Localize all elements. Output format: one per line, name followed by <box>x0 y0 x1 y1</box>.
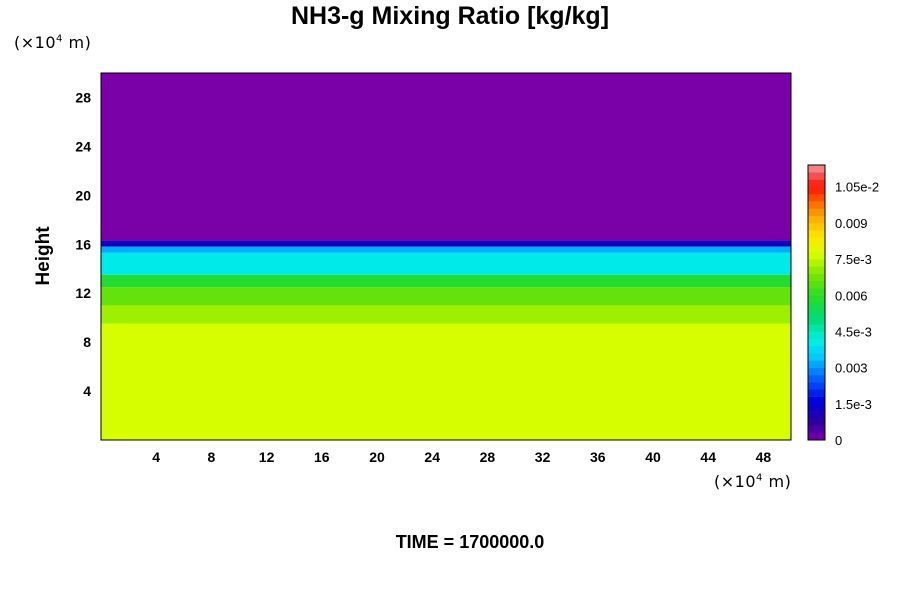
colorbar-tick-label: 4.5e-3 <box>835 324 872 339</box>
x-tick-label: 40 <box>645 449 661 465</box>
chart-title: NH3-g Mixing Ratio [kg/kg] <box>290 2 610 30</box>
x-tick-label: 16 <box>314 449 330 465</box>
colorbar-tick-label: 0.003 <box>835 361 868 376</box>
y-tick-label: 8 <box>83 334 91 350</box>
colorbar-segment <box>808 411 825 419</box>
colorbar-segment <box>808 273 825 282</box>
colorbar-segment <box>808 331 825 339</box>
colorbar-segment <box>808 295 825 303</box>
colorbar-tick-label: 0.009 <box>835 216 868 231</box>
y-tick-label: 28 <box>75 89 91 105</box>
colorbar-segment <box>808 208 825 216</box>
colorbar-segment <box>808 230 825 238</box>
x-tick-label: 20 <box>369 449 385 465</box>
colorbar-segment <box>808 418 825 426</box>
y-tick-label: 4 <box>83 383 91 399</box>
colorbar-tick-label: 7.5e-3 <box>835 252 872 267</box>
colorbar-segment <box>808 353 825 361</box>
colorbar-segment <box>808 215 825 224</box>
colorbar-segment <box>808 237 825 245</box>
colorbar-segment <box>808 201 825 209</box>
x-axis-unit: (×104 m) <box>714 472 792 491</box>
colorbar-segment <box>808 251 825 260</box>
x-tick-label: 8 <box>208 449 216 465</box>
colorbar-segment <box>808 193 825 202</box>
x-tick-label: 44 <box>700 449 716 465</box>
colorbar-frame <box>807 164 826 441</box>
colorbar-segment <box>808 396 825 405</box>
colorbar-segment <box>808 432 825 441</box>
colorbar-tick-label: 1.5e-3 <box>835 397 872 412</box>
y-tick-label: 20 <box>75 187 91 203</box>
plot-area <box>101 73 791 440</box>
colorbar-segment <box>808 403 825 412</box>
x-tick-label: 28 <box>480 449 496 465</box>
colorbar-segment <box>808 179 825 188</box>
colorbar-segment <box>808 244 825 253</box>
y-tick-label: 12 <box>75 285 91 301</box>
x-axis-ticks: 4 8 12 16 20 24 28 32 36 40 44 48 <box>152 449 771 465</box>
colorbar-tick-label: 0 <box>835 433 842 448</box>
x-tick-label: 24 <box>424 449 440 465</box>
heatmap-layer <box>101 73 791 241</box>
colorbar-segment <box>808 345 825 354</box>
x-tick-label: 32 <box>535 449 551 465</box>
colorbar-segment <box>808 222 825 231</box>
x-tick-label: 36 <box>590 449 606 465</box>
colorbar-segment <box>808 338 825 347</box>
colorbar-segment <box>808 302 825 311</box>
colorbar-segment <box>808 288 825 296</box>
heatmap-layer <box>101 287 791 306</box>
colorbar-segment <box>808 389 825 397</box>
colorbar-segment <box>808 259 825 267</box>
colorbar-segment <box>808 309 825 318</box>
colorbar-segment <box>808 165 825 173</box>
colorbar-segment <box>808 382 825 390</box>
colorbar-tick-label: 1.05e-2 <box>835 180 879 195</box>
colorbar-segment <box>808 374 825 383</box>
heatmap-layer <box>101 274 791 288</box>
heatmap-layer <box>101 323 791 440</box>
colorbar-segment <box>808 266 825 274</box>
heatmap-layer <box>101 252 791 275</box>
colorbar-segment <box>808 186 825 195</box>
y-tick-label: 16 <box>75 236 91 252</box>
time-label: TIME = 1700000.0 <box>395 532 545 552</box>
x-tick-label: 12 <box>259 449 275 465</box>
colorbar-segment <box>808 360 825 368</box>
x-tick-label: 4 <box>152 449 160 465</box>
y-tick-label: 24 <box>75 138 91 154</box>
y-axis-unit: (×104 m) <box>14 33 92 52</box>
colorbar-ticks: 0 1.5e-3 0.003 4.5e-3 0.006 7.5e-3 0.009 1.05e-… <box>835 180 879 448</box>
colorbar <box>807 164 826 441</box>
colorbar-segment <box>808 367 825 376</box>
colorbar-segment <box>808 425 825 434</box>
colorbar-segment <box>808 324 825 332</box>
colorbar-segment <box>808 280 825 289</box>
colorbar-segment <box>808 172 825 180</box>
heatmap-layer <box>101 305 791 324</box>
y-axis-ticks: 4 8 12 16 20 24 28 <box>75 89 91 399</box>
heatmap-layer <box>101 246 791 253</box>
heatmap-layer <box>101 240 791 247</box>
plot-frame <box>100 72 792 441</box>
colorbar-tick-label: 0.006 <box>835 288 868 303</box>
x-tick-label: 48 <box>756 449 772 465</box>
colorbar-segment <box>808 316 825 325</box>
